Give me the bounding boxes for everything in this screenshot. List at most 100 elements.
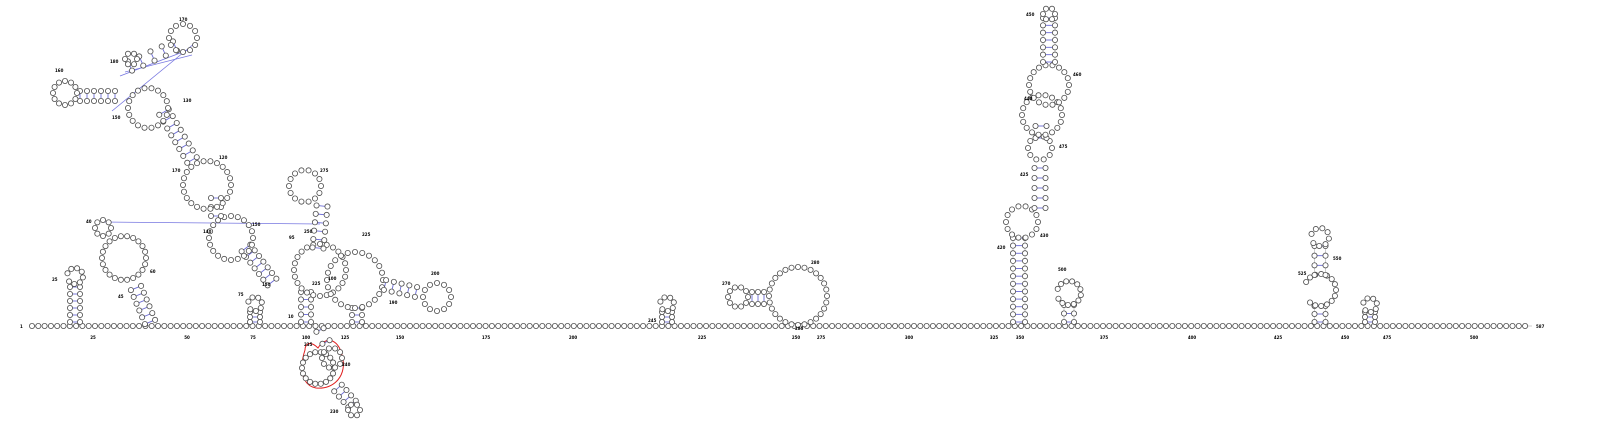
nucleotide (1150, 322, 1157, 329)
nucleotide (179, 20, 186, 27)
nucleotide (1052, 22, 1059, 29)
nucleotide (1022, 280, 1029, 287)
nucleotide (106, 271, 113, 278)
nucleotide (419, 293, 426, 300)
nucleotide (659, 318, 666, 325)
nucleotide (256, 318, 263, 325)
position-label: 190 (389, 300, 398, 305)
nucleotide (316, 176, 323, 183)
nucleotide (743, 299, 750, 306)
nucleotide (320, 349, 327, 356)
nucleotide (123, 322, 130, 329)
nucleotide (824, 292, 831, 299)
nucleotide (1043, 322, 1050, 329)
nucleotide (734, 322, 741, 329)
nucleotide (327, 354, 334, 361)
nucleotide (1036, 64, 1043, 71)
nucleotide (133, 300, 140, 307)
nucleotide (1058, 281, 1065, 288)
nucleotide (1054, 124, 1061, 131)
nucleotide (1033, 225, 1040, 232)
base-pair-layer (70, 17, 1375, 408)
nucleotide (1232, 322, 1239, 329)
nucleotide (1295, 322, 1302, 329)
nucleotide (135, 271, 142, 278)
nucleotide (342, 266, 349, 273)
nucleotide (1052, 44, 1059, 51)
position-label: 300 (905, 335, 914, 340)
nucleotide (124, 233, 131, 240)
nucleotide (1112, 322, 1119, 329)
nucleotide (186, 47, 193, 54)
nucleotide (255, 294, 262, 301)
nucleotide (1077, 286, 1084, 293)
nucleotide (117, 233, 124, 240)
nucleotide (76, 279, 83, 286)
nucleotide (1010, 280, 1017, 287)
nucleotide (1025, 144, 1032, 151)
nucleotide (192, 322, 199, 329)
nucleotide (280, 322, 287, 329)
nucleotide (287, 322, 294, 329)
nucleotide (162, 52, 169, 59)
nucleotide (85, 322, 92, 329)
nucleotide (948, 322, 955, 329)
nucleotide (1031, 194, 1038, 201)
nucleotide (311, 195, 318, 202)
nucleotide (167, 27, 174, 34)
nucleotide (766, 322, 773, 329)
nucleotide (1308, 230, 1315, 237)
nucleotide (245, 247, 252, 254)
nucleotide (1118, 322, 1125, 329)
nucleotide (184, 159, 191, 166)
nucleotide (72, 96, 79, 103)
nucleotide (1059, 112, 1066, 119)
position-label: 10 (288, 314, 294, 319)
nucleotide (670, 299, 677, 306)
nucleotide (111, 275, 118, 282)
position-label: 230 (330, 409, 339, 414)
nucleotide (163, 98, 170, 105)
position-label: 200 (569, 335, 578, 340)
nucleotide (56, 100, 63, 107)
nucleotide (74, 265, 81, 272)
nucleotide (602, 322, 609, 329)
nucleotide (78, 268, 85, 275)
nucleotide (268, 322, 275, 329)
nucleotide (164, 105, 171, 112)
nucleotide (339, 279, 346, 286)
nucleotide (1328, 297, 1335, 304)
nucleotide (1018, 322, 1025, 329)
nucleotide (1226, 322, 1233, 329)
nucleotide (1163, 322, 1170, 329)
nucleotide (142, 248, 149, 255)
position-label: 270 (722, 281, 731, 286)
nucleotide (303, 289, 310, 296)
nucleotide (738, 303, 745, 310)
nucleotide (1019, 112, 1026, 119)
nucleotide (130, 50, 137, 57)
nucleotide (661, 294, 668, 301)
nucleotide (854, 322, 861, 329)
nucleotide (772, 311, 779, 318)
nucleotide (813, 270, 820, 277)
nucleotide (252, 307, 259, 314)
nucleotide (329, 244, 336, 251)
nucleotide (297, 311, 304, 318)
nucleotide (801, 264, 808, 271)
nucleotide (371, 296, 378, 303)
nucleotide (130, 293, 137, 300)
nucleotide (383, 277, 390, 284)
nucleotide (669, 313, 676, 320)
nucleotide (640, 322, 647, 329)
nucleotide (1064, 88, 1071, 95)
nucleotide (1040, 22, 1047, 29)
nucleotide (788, 321, 795, 328)
nucleotide (440, 281, 447, 288)
nucleotide (664, 307, 671, 314)
nucleotide (1043, 5, 1050, 12)
nucleotide (331, 388, 338, 395)
nucleotide (421, 286, 428, 293)
nucleotide (306, 351, 313, 358)
